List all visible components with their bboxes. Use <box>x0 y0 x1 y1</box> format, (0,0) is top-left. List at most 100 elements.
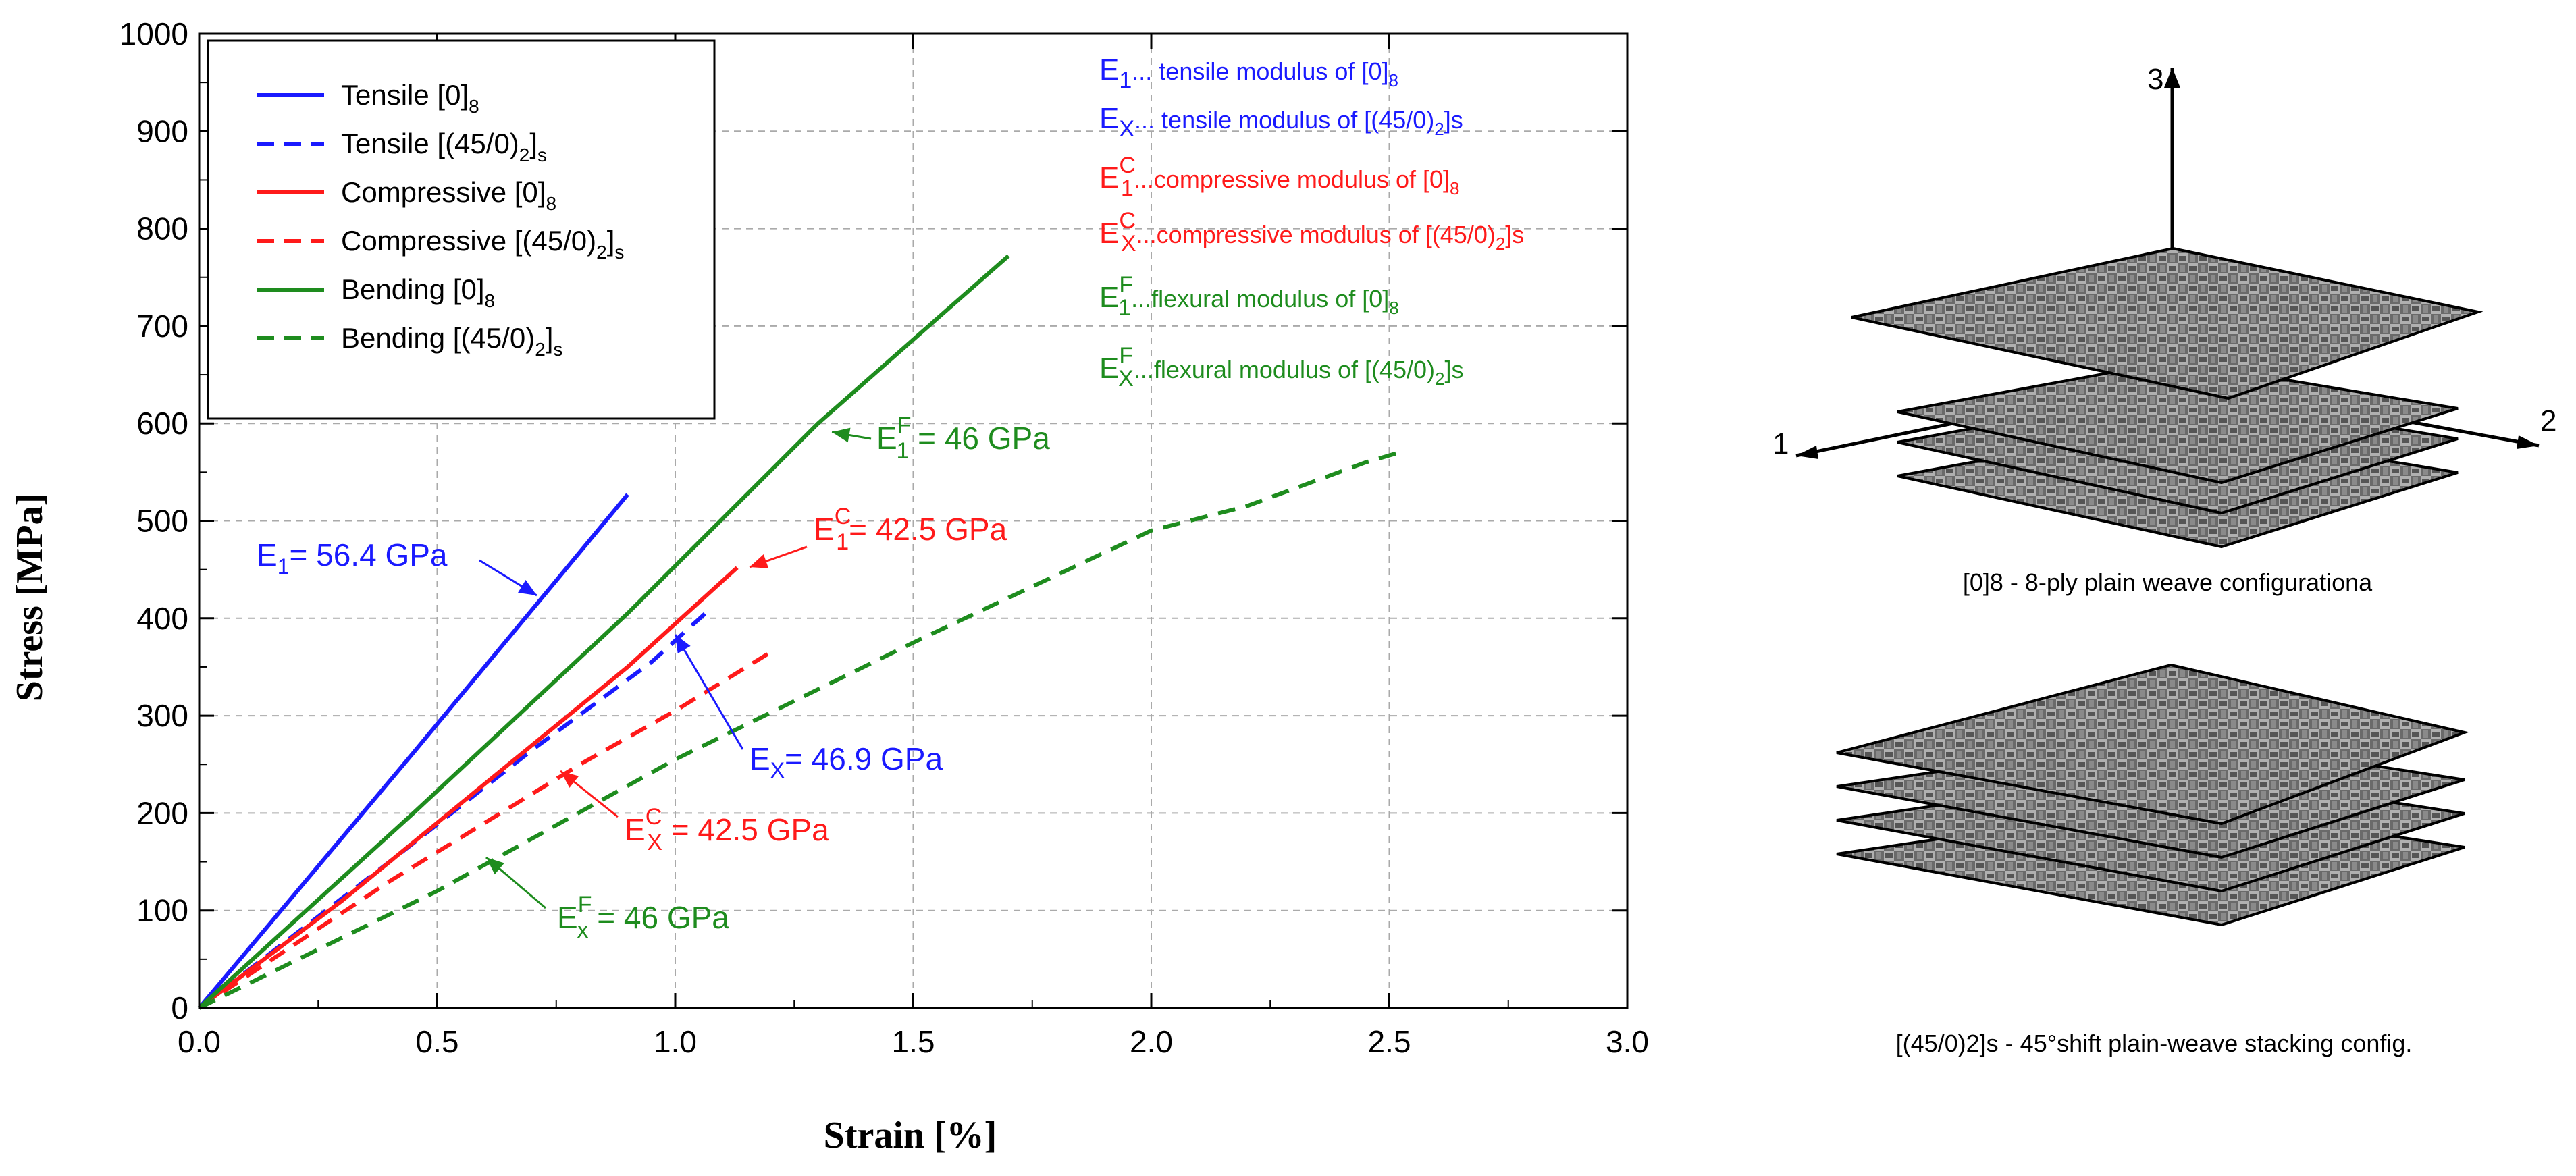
annotation-superscript: C <box>646 804 662 830</box>
annotation-text: = 46 GPa <box>909 421 1050 456</box>
axis-2-arrowhead <box>2517 435 2539 449</box>
legend-text: Compressive [0] <box>341 176 546 208</box>
legend-text: Bending [(45/0) <box>341 322 535 354</box>
note-tail: ]s <box>1444 106 1463 134</box>
legend-label-5: Bending [(45/0)2]s <box>341 322 562 360</box>
legend-subscript: 8 <box>546 193 556 214</box>
modulus-notes: E1... tensile modulus of [0]8EX... tensi… <box>1099 53 1524 392</box>
axis-1-arrowhead <box>1796 446 1818 459</box>
annotation-symbol: E <box>750 741 770 776</box>
annotation-0: E1= 56.4 GPa <box>257 537 448 579</box>
note-text: ...flexural modulus of [0] <box>1131 285 1389 313</box>
note-2: EC 1...compressive modulus of [0]8 <box>1099 153 1460 201</box>
caption-bottom: [(45/0)2]s - 45°shift plain-weave stacki… <box>1896 1030 2413 1057</box>
series-line-0 <box>197 493 629 1009</box>
y-tick-label: 400 <box>136 601 188 636</box>
annotation-symbol: E <box>876 421 897 456</box>
note-superscript: C <box>1119 153 1136 178</box>
annotation-subscript: x <box>577 917 588 943</box>
legend-subscript: 8 <box>469 96 479 117</box>
y-tick-label: 200 <box>136 795 188 830</box>
legend-subscript: 8 <box>485 290 496 311</box>
x-tick-label: 1.5 <box>892 1024 935 1059</box>
x-tick-label: 2.0 <box>1130 1024 1173 1059</box>
annotation-symbol: E <box>625 812 646 847</box>
ply-1 <box>1851 246 2483 400</box>
legend-text: Compressive [(45/0) <box>341 225 596 257</box>
note-symbol: E <box>1099 53 1119 86</box>
annotation-arrowhead-5 <box>486 857 504 875</box>
axis-layer: 0.0 0.5 1.0 1.5 2.0 2.5 3.0 0 100 200 300 400 500 600… <box>120 16 1649 1059</box>
legend-label-1: Tensile [(45/0)2]s <box>341 128 547 165</box>
annotation-arrowhead-1 <box>832 427 851 443</box>
note-tail: ]s <box>1445 356 1464 383</box>
y-tick-label: 100 <box>136 893 188 928</box>
x-tick-label: 1.0 <box>654 1024 697 1059</box>
y-tick-label: 300 <box>136 698 188 733</box>
annotation-subscript: X <box>770 758 785 782</box>
annotation-arrowhead-0 <box>518 580 537 595</box>
annotation-symbol: E <box>257 537 278 572</box>
legend-text-tail: ] <box>529 128 537 159</box>
x-tick-label: 3.0 <box>1606 1024 1649 1059</box>
ply-b1 <box>1836 663 2469 826</box>
annotation-4: EC X = 42.5 GPa <box>625 804 829 855</box>
note-text: ...compressive modulus of [0] <box>1134 165 1450 193</box>
annotation-1: EF 1 = 46 GPa <box>876 412 1050 464</box>
annotation-subscript: 1 <box>836 529 849 555</box>
legend-box <box>207 39 716 420</box>
legend-label-2: Compressive [0]8 <box>341 176 556 214</box>
y-tick-label: 1000 <box>120 16 188 51</box>
annotation-text: = 42.5 GPa <box>849 512 1007 547</box>
annotation-text: = 42.5 GPa <box>662 812 829 847</box>
legend-subscript-2: s <box>537 144 547 165</box>
note-subscript: 1 <box>1121 176 1134 201</box>
annotation-symbol: E <box>814 512 835 547</box>
note-subscript: 1 <box>1118 295 1131 321</box>
note-tail: ]s <box>1505 221 1524 248</box>
annotation-subscript: 1 <box>278 554 290 579</box>
legend-subscript-2: s <box>614 242 624 263</box>
y-tick-label: 900 <box>136 113 188 149</box>
annotation-arrow-3 <box>674 634 744 750</box>
legend-subscript: 2 <box>535 339 546 360</box>
y-tick-label: 0 <box>171 990 188 1025</box>
diagram-45-0-shift: [(45/0)2]s - 45°shift plain-weave stacki… <box>1836 663 2469 1057</box>
note-subscript: X <box>1121 231 1136 257</box>
diagram-0-8-ply: 3 1 2 [0]8 - 8-ply plain weave configura… <box>1772 63 2556 596</box>
axis-2-label: 2 <box>2540 404 2556 437</box>
legend-subscript-2: s <box>553 339 562 360</box>
x-tick-label: 2.5 <box>1368 1024 1411 1059</box>
note-text: ...flexural modulus of [(45/0) <box>1134 356 1435 383</box>
annotation-arrowhead-2 <box>750 554 769 568</box>
x-tick-label: 0.0 <box>178 1024 221 1059</box>
y-axis-title: Stress [MPa] <box>9 493 51 701</box>
annotation-superscript: F <box>897 412 912 438</box>
y-tick-label: 800 <box>136 211 188 246</box>
x-tick-label: 0.5 <box>416 1024 459 1059</box>
note-4: EF 1...flexural modulus of [0]8 <box>1099 272 1399 321</box>
annotation-text: = 56.4 GPa <box>289 537 447 572</box>
note-text: ... tensile modulus of [(45/0) <box>1134 106 1434 134</box>
y-tick-label: 500 <box>136 504 188 539</box>
note-superscript: F <box>1119 343 1133 369</box>
note-symbol: E <box>1099 102 1119 135</box>
legend-label-4: Bending [0]8 <box>341 273 495 311</box>
note-subscript-2: 8 <box>1389 298 1398 318</box>
note-subscript: 1 <box>1119 68 1132 93</box>
annotation-5: EF x = 46 GPa <box>557 892 729 943</box>
x-axis-title: Strain [%] <box>824 1115 997 1156</box>
note-5: EF X...flexural modulus of [(45/0)2]s <box>1099 343 1464 392</box>
legend-subscript: 2 <box>596 242 607 263</box>
note-1: EX... tensile modulus of [(45/0)2]s <box>1099 102 1463 142</box>
series-line-2 <box>198 566 739 1010</box>
annotation-3: EX= 46.9 GPa <box>750 741 943 782</box>
annotation-text: = 46.9 GPa <box>785 741 943 776</box>
legend-text-tail: ] <box>546 322 554 354</box>
y-tick-label: 600 <box>136 406 188 441</box>
note-subscript-2: 2 <box>1435 369 1444 389</box>
legend-label-3: Compressive [(45/0)2]s <box>341 225 624 263</box>
